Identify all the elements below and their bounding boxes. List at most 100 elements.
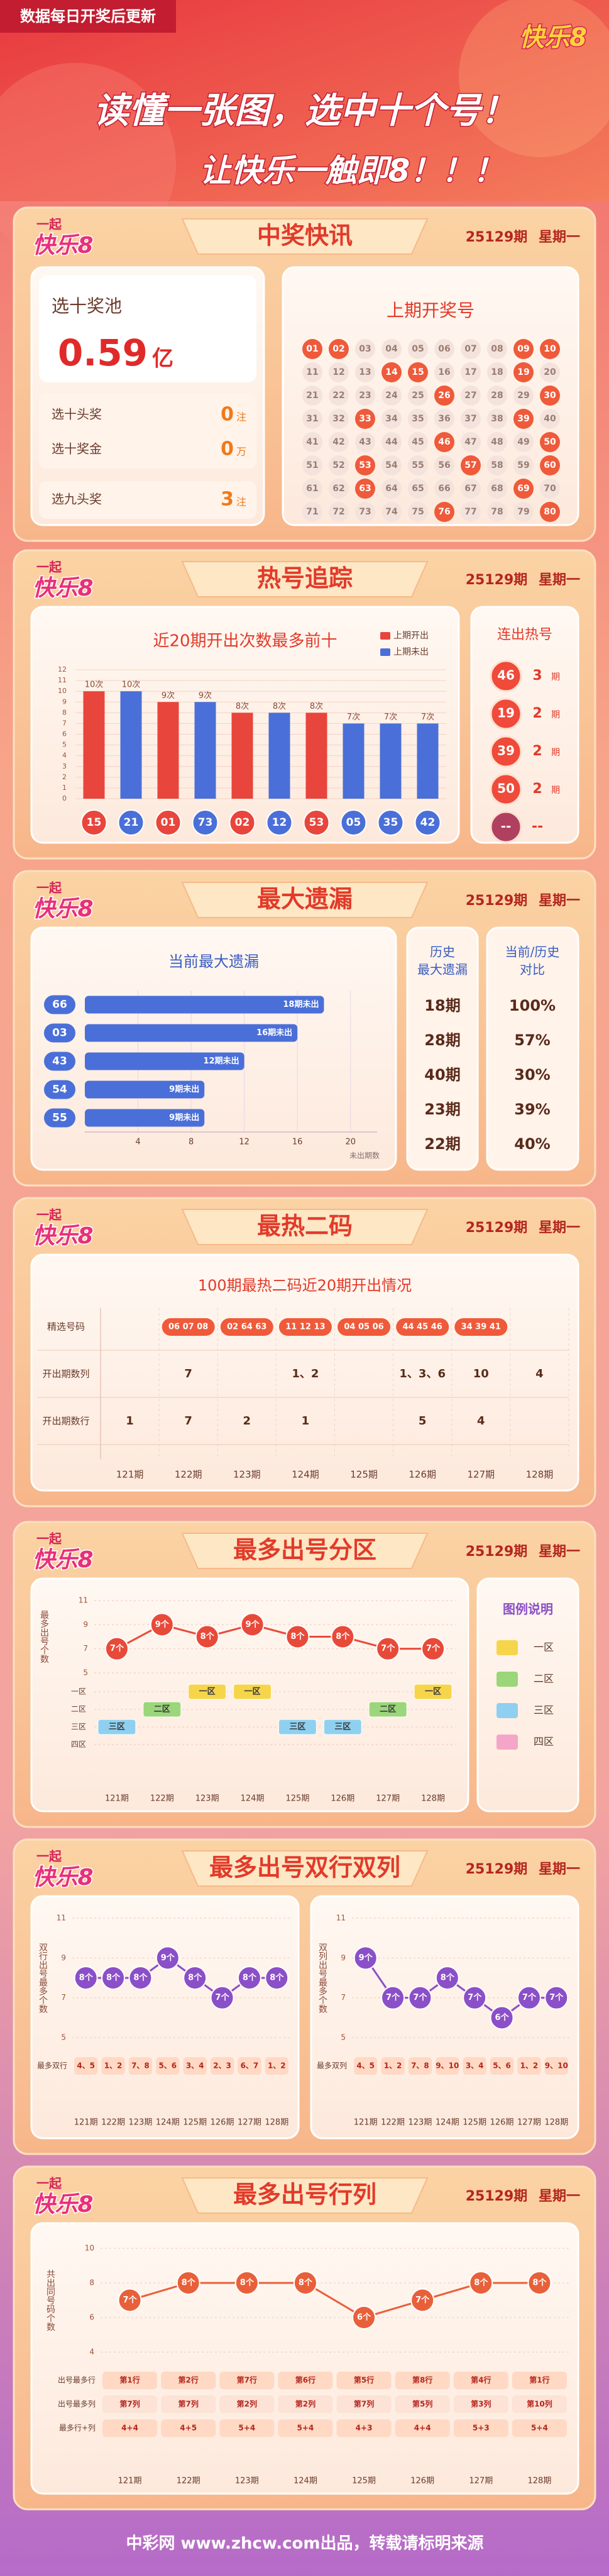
section-title: 最多出号分区 bbox=[233, 1536, 376, 1564]
ball bbox=[381, 479, 402, 499]
ball bbox=[434, 432, 454, 452]
ball-number: 77 bbox=[464, 507, 476, 517]
y-tick-label: 11 bbox=[79, 1596, 88, 1605]
row-cell bbox=[278, 2419, 333, 2437]
ball-number: 30 bbox=[544, 391, 556, 401]
category-ball bbox=[229, 809, 256, 836]
x-tick-label: 126期 bbox=[409, 1469, 436, 1480]
ball bbox=[540, 502, 560, 522]
category-ball bbox=[266, 809, 293, 836]
ball bbox=[329, 479, 349, 499]
row-cell bbox=[74, 2057, 98, 2075]
x-tick-label: 15 bbox=[87, 816, 102, 829]
pair-pill bbox=[337, 1318, 391, 1336]
decor bbox=[459, 0, 609, 157]
pool-unit: 亿 bbox=[152, 347, 173, 372]
point bbox=[240, 1613, 265, 1637]
ball-number: 63 bbox=[359, 484, 371, 494]
row-cell bbox=[395, 2419, 450, 2437]
bar bbox=[157, 702, 179, 799]
row-cell-text: 4+3 bbox=[356, 2424, 373, 2433]
ball-number: 24 bbox=[385, 391, 398, 401]
table-cell: 02 64 63 bbox=[227, 1323, 266, 1332]
ball-number: 07 bbox=[464, 344, 476, 354]
row-cell-text: 1、2 bbox=[104, 2062, 123, 2070]
ball-number: 01 bbox=[306, 344, 318, 354]
issue-number: 25129期 bbox=[466, 1862, 528, 1877]
x-tick-label: 124期 bbox=[292, 1469, 319, 1480]
y-tick-label: 9 bbox=[341, 1953, 346, 1962]
headline: 让快乐一触即8！！！ bbox=[200, 153, 505, 189]
brand-small: 一起 bbox=[36, 1531, 62, 1546]
row-cell bbox=[265, 2057, 288, 2075]
bar-label: 18期未出 bbox=[283, 999, 319, 1009]
ball bbox=[540, 455, 560, 475]
point bbox=[265, 1966, 289, 1990]
y-tick-label: 55 bbox=[52, 1112, 67, 1124]
ball bbox=[302, 362, 322, 382]
bar bbox=[268, 713, 290, 799]
row-cell-text: 第10列 bbox=[527, 2399, 552, 2409]
pair-pill bbox=[454, 1318, 508, 1336]
ball-number: 02 bbox=[332, 344, 344, 354]
point bbox=[74, 1966, 98, 1990]
legend-label: 三区 bbox=[534, 1704, 554, 1716]
streak-value: -- bbox=[532, 819, 543, 835]
point-label: 8个 bbox=[79, 1973, 94, 1983]
history-value: 28期 bbox=[424, 1031, 460, 1049]
x-tick-label: 12 bbox=[272, 816, 287, 829]
tag-box bbox=[0, 0, 176, 33]
table-cell: 34 39 41 bbox=[461, 1323, 501, 1332]
title-ribbon bbox=[181, 1533, 429, 1569]
y-tick-label: 10 bbox=[85, 2244, 94, 2253]
ball bbox=[540, 479, 560, 499]
y-tick-label: 2 bbox=[62, 773, 67, 781]
x-tick-label: 123期 bbox=[129, 2118, 153, 2128]
y-tick-label: 7 bbox=[83, 1644, 88, 1653]
brand-small: 一起 bbox=[36, 1849, 62, 1864]
ball bbox=[461, 455, 481, 475]
y-tick-label: 7 bbox=[341, 1993, 346, 2002]
ball bbox=[513, 339, 534, 359]
ball bbox=[434, 479, 454, 499]
legend-swatch bbox=[497, 1672, 518, 1687]
point bbox=[527, 2271, 552, 2295]
zone-box bbox=[143, 1701, 182, 1718]
prize-value: 0 bbox=[221, 404, 234, 426]
chart-title: 当前最大遗漏 bbox=[168, 953, 259, 970]
row-label: 最多双行 bbox=[37, 2062, 67, 2070]
x-tick-label: 126期 bbox=[490, 2118, 514, 2128]
ball bbox=[487, 455, 507, 475]
ball-number: 47 bbox=[464, 437, 476, 447]
ball bbox=[513, 409, 534, 429]
ball bbox=[302, 455, 322, 475]
ball bbox=[461, 409, 481, 429]
row-cell bbox=[210, 2057, 234, 2075]
ball-number: 28 bbox=[491, 391, 503, 401]
x-tick-label: 12 bbox=[239, 1138, 250, 1147]
category-pill bbox=[44, 1023, 75, 1043]
row-cell bbox=[161, 2419, 216, 2437]
bar bbox=[85, 1052, 244, 1070]
ball-number: 27 bbox=[464, 391, 476, 401]
ratio-value: 100% bbox=[509, 997, 556, 1014]
x-tick-label: 05 bbox=[346, 816, 361, 829]
bar-label: 10次 bbox=[122, 680, 141, 690]
ball bbox=[355, 362, 375, 382]
bar bbox=[194, 702, 216, 799]
column-header: 历史 bbox=[430, 945, 455, 960]
ball bbox=[381, 502, 402, 522]
title-ribbon bbox=[181, 2177, 429, 2214]
ball-number: 39 bbox=[517, 414, 529, 424]
x-tick-label: 128期 bbox=[544, 2118, 568, 2128]
issue-weekday: 星期一 bbox=[539, 572, 580, 588]
ball bbox=[540, 339, 560, 359]
legend-swatch bbox=[380, 648, 390, 656]
point bbox=[128, 1966, 153, 1990]
legend-swatch bbox=[497, 1703, 518, 1718]
zone-box bbox=[233, 1684, 272, 1700]
ball bbox=[329, 362, 349, 382]
section-title: 中奖快讯 bbox=[257, 222, 353, 250]
ball-number: 52 bbox=[332, 460, 344, 470]
brand-logo: 快乐8 bbox=[32, 233, 93, 258]
